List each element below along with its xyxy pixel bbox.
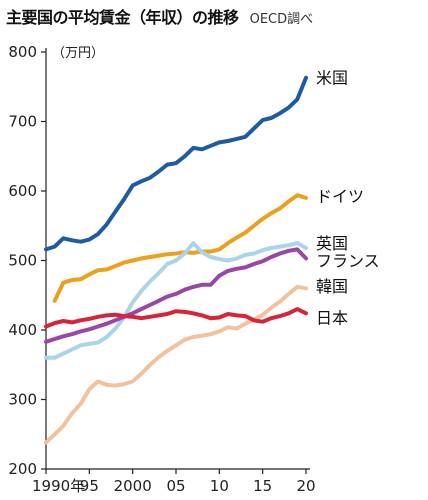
- title-row: 主要国の平均賃金（年収）の推移 OECD調べ: [6, 4, 314, 27]
- series-line-0: [44, 75, 308, 252]
- y-tick-label: 600: [8, 182, 37, 200]
- x-tick-label: 95: [80, 477, 99, 495]
- series-label-0: 米国: [316, 69, 348, 88]
- y-tick-label: 700: [8, 113, 37, 131]
- series-lines: [44, 75, 308, 445]
- series-line-2: [44, 241, 308, 360]
- y-tick-label: 500: [8, 252, 37, 270]
- chart-title: 主要国の平均賃金（年収）の推移: [6, 8, 239, 27]
- series-label-2: 英国: [316, 234, 348, 253]
- y-tick-label: 400: [8, 321, 37, 339]
- x-tick-label: 15: [253, 477, 272, 495]
- series-label-5: 日本: [316, 308, 348, 327]
- series-line-5: [44, 307, 308, 329]
- x-tick-label: 1990年: [32, 477, 85, 495]
- y-tick-label: 200: [8, 460, 37, 478]
- x-tick-label: 20: [296, 477, 315, 495]
- series-label-3: フランス: [316, 252, 380, 271]
- series-label-1: ドイツ: [316, 187, 364, 206]
- y-tick-label: 800: [8, 43, 37, 61]
- x-tick-label: 2000: [114, 477, 152, 495]
- series-line-1: [52, 193, 308, 303]
- series-line-3: [44, 247, 308, 344]
- y-tick-label: 300: [8, 391, 37, 409]
- y-unit-label: （万円）: [52, 46, 104, 61]
- series-label-4: 韓国: [316, 277, 348, 296]
- x-tick-label: 10: [210, 477, 229, 495]
- series-line-4: [44, 284, 308, 445]
- chart-source: OECD調べ: [249, 12, 314, 27]
- x-tick-label: 05: [166, 477, 185, 495]
